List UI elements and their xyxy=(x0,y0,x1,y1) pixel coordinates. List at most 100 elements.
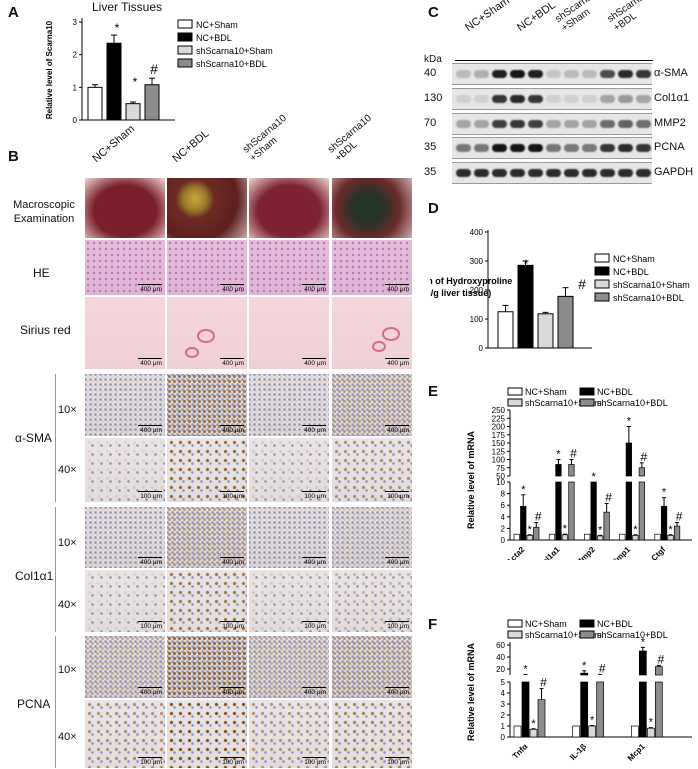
panel-f-bar xyxy=(572,725,581,738)
histology-tile: 100 μm xyxy=(167,700,247,768)
scale-bar xyxy=(302,284,326,285)
scale-bar-label: 400 μm xyxy=(304,427,326,434)
blot-band xyxy=(636,120,651,128)
panel-f-ytick: 1 xyxy=(501,722,506,731)
panel-e-ytick: 8 xyxy=(501,490,506,499)
mag-pcna-40: 40× xyxy=(58,731,77,743)
panel-a-mark-3: # xyxy=(150,61,158,77)
blot-band xyxy=(564,169,579,177)
blot-band xyxy=(510,169,525,177)
panel-f-xtick: Tnfα xyxy=(511,742,530,761)
panel-a-legend-swatch xyxy=(177,45,193,55)
scale-bar-label: 100 μm xyxy=(140,623,162,630)
panel-e-mark-star: * xyxy=(592,471,597,483)
scale-bar xyxy=(385,284,409,285)
panel-f-mark-star: * xyxy=(523,663,528,675)
panel-e-ytick: 250 xyxy=(492,406,506,415)
blot-band xyxy=(510,95,525,103)
panel-e-ytick: 150 xyxy=(492,439,506,448)
scale-bar-label: 100 μm xyxy=(387,623,409,630)
histology-tile: 400 μm xyxy=(249,297,329,369)
panel-d-ytick: 0 xyxy=(479,344,484,353)
histology-tile: 100 μm xyxy=(85,438,165,502)
histology-tile: 100 μm xyxy=(249,700,329,768)
panel-e-legend-swatch xyxy=(507,387,523,396)
scale-bar-label: 100 μm xyxy=(222,493,244,500)
blot-band xyxy=(474,95,489,103)
blot-band xyxy=(528,70,543,78)
blot-band xyxy=(456,144,471,152)
row-label-sirius: Sirius red xyxy=(20,323,71,337)
panel-e-xtick: Acta2 xyxy=(505,545,527,560)
blot-band xyxy=(474,144,489,152)
scale-bar xyxy=(385,557,409,558)
panel-f-mark-hash: # xyxy=(657,652,664,666)
panel-a-bar xyxy=(144,84,160,121)
scale-bar-label: 400 μm xyxy=(387,286,409,293)
blot-band xyxy=(618,169,633,177)
scale-bar-label: 400 μm xyxy=(387,559,409,566)
histology-tile: 400 μm xyxy=(167,636,247,698)
histology-tile: 400 μm xyxy=(249,240,329,295)
blot-band xyxy=(528,144,543,152)
panel-a-ylabel: Relative level of Scarna10 xyxy=(45,20,54,119)
panel-b-label: B xyxy=(8,148,19,165)
panel-e-mark-star: * xyxy=(627,416,632,428)
scale-bar-label: 400 μm xyxy=(387,427,409,434)
panel-e-bar xyxy=(568,481,575,541)
blot-band xyxy=(474,70,489,78)
panel-e-mark-star: * xyxy=(528,524,533,536)
blot-strip xyxy=(452,162,652,184)
histology-tile: 400 μm xyxy=(249,636,329,698)
blot-band xyxy=(582,144,597,152)
scale-bar-label: 400 μm xyxy=(222,427,244,434)
scale-bar-label: 400 μm xyxy=(140,360,162,367)
panel-c-col-2: NC+BDL xyxy=(515,0,558,34)
panel-e-ytick: 125 xyxy=(492,447,506,456)
histology-tile: 400 μm xyxy=(85,374,165,436)
histology-tile xyxy=(85,178,165,238)
scale-bar xyxy=(302,557,326,558)
scale-bar-label: 400 μm xyxy=(222,689,244,696)
panel-e-bar xyxy=(590,481,597,541)
histology-tile: 100 μm xyxy=(167,570,247,632)
panel-d-legend-label: NC+Sham xyxy=(613,254,655,264)
kda-value: 40 xyxy=(424,67,437,79)
panel-e-legend-swatch xyxy=(507,398,523,407)
panel-c-col-4: shScarna10 +BDL xyxy=(605,0,656,34)
blot-band xyxy=(564,144,579,152)
histology-tile: 400 μm xyxy=(167,507,247,568)
panel-e-ytick: 2 xyxy=(501,524,506,533)
panel-d-legend-label: shScarna10+Sham xyxy=(613,280,690,290)
panel-e-legend-label: shScarna10+Sham xyxy=(525,398,602,408)
panel-f-ytick: 2 xyxy=(501,711,506,720)
panel-e-mark-star: * xyxy=(668,524,673,536)
blot-band xyxy=(582,70,597,78)
scale-bar xyxy=(302,358,326,359)
panel-e-xtick: Col1α1 xyxy=(536,545,562,560)
scale-bar-label: 100 μm xyxy=(387,759,409,766)
panel-d-legend-label: shScarna10+BDL xyxy=(613,293,684,303)
panel-e-mark-star: * xyxy=(556,449,561,461)
panel-e-bar xyxy=(673,525,681,541)
panel-f-legend-swatch xyxy=(579,630,595,639)
protein-label: α-SMA xyxy=(654,67,688,79)
panel-f-mark-hash: # xyxy=(599,661,606,675)
scale-bar xyxy=(385,425,409,426)
scale-bar-label: 100 μm xyxy=(387,493,409,500)
panel-e-bar xyxy=(603,511,610,541)
kda-value: 35 xyxy=(424,141,437,153)
panel-e-legend-label: NC+BDL xyxy=(597,387,633,397)
panel-e-bar xyxy=(561,534,569,541)
panel-f-legend-label: shScarna10+Sham xyxy=(525,630,602,640)
blot-strip xyxy=(452,88,652,110)
panel-e-bar-upper xyxy=(568,464,575,477)
panel-e-bar-upper xyxy=(555,464,562,477)
panel-e-bar xyxy=(513,533,520,541)
blot-band xyxy=(546,120,561,128)
histology-tile: 400 μm xyxy=(167,297,247,369)
panel-f-ytick: 3 xyxy=(501,700,506,709)
panel-a-ytick: 0 xyxy=(73,116,78,125)
row-group-bracket xyxy=(55,636,56,768)
panel-f-xtick: IL-1β xyxy=(568,742,588,762)
